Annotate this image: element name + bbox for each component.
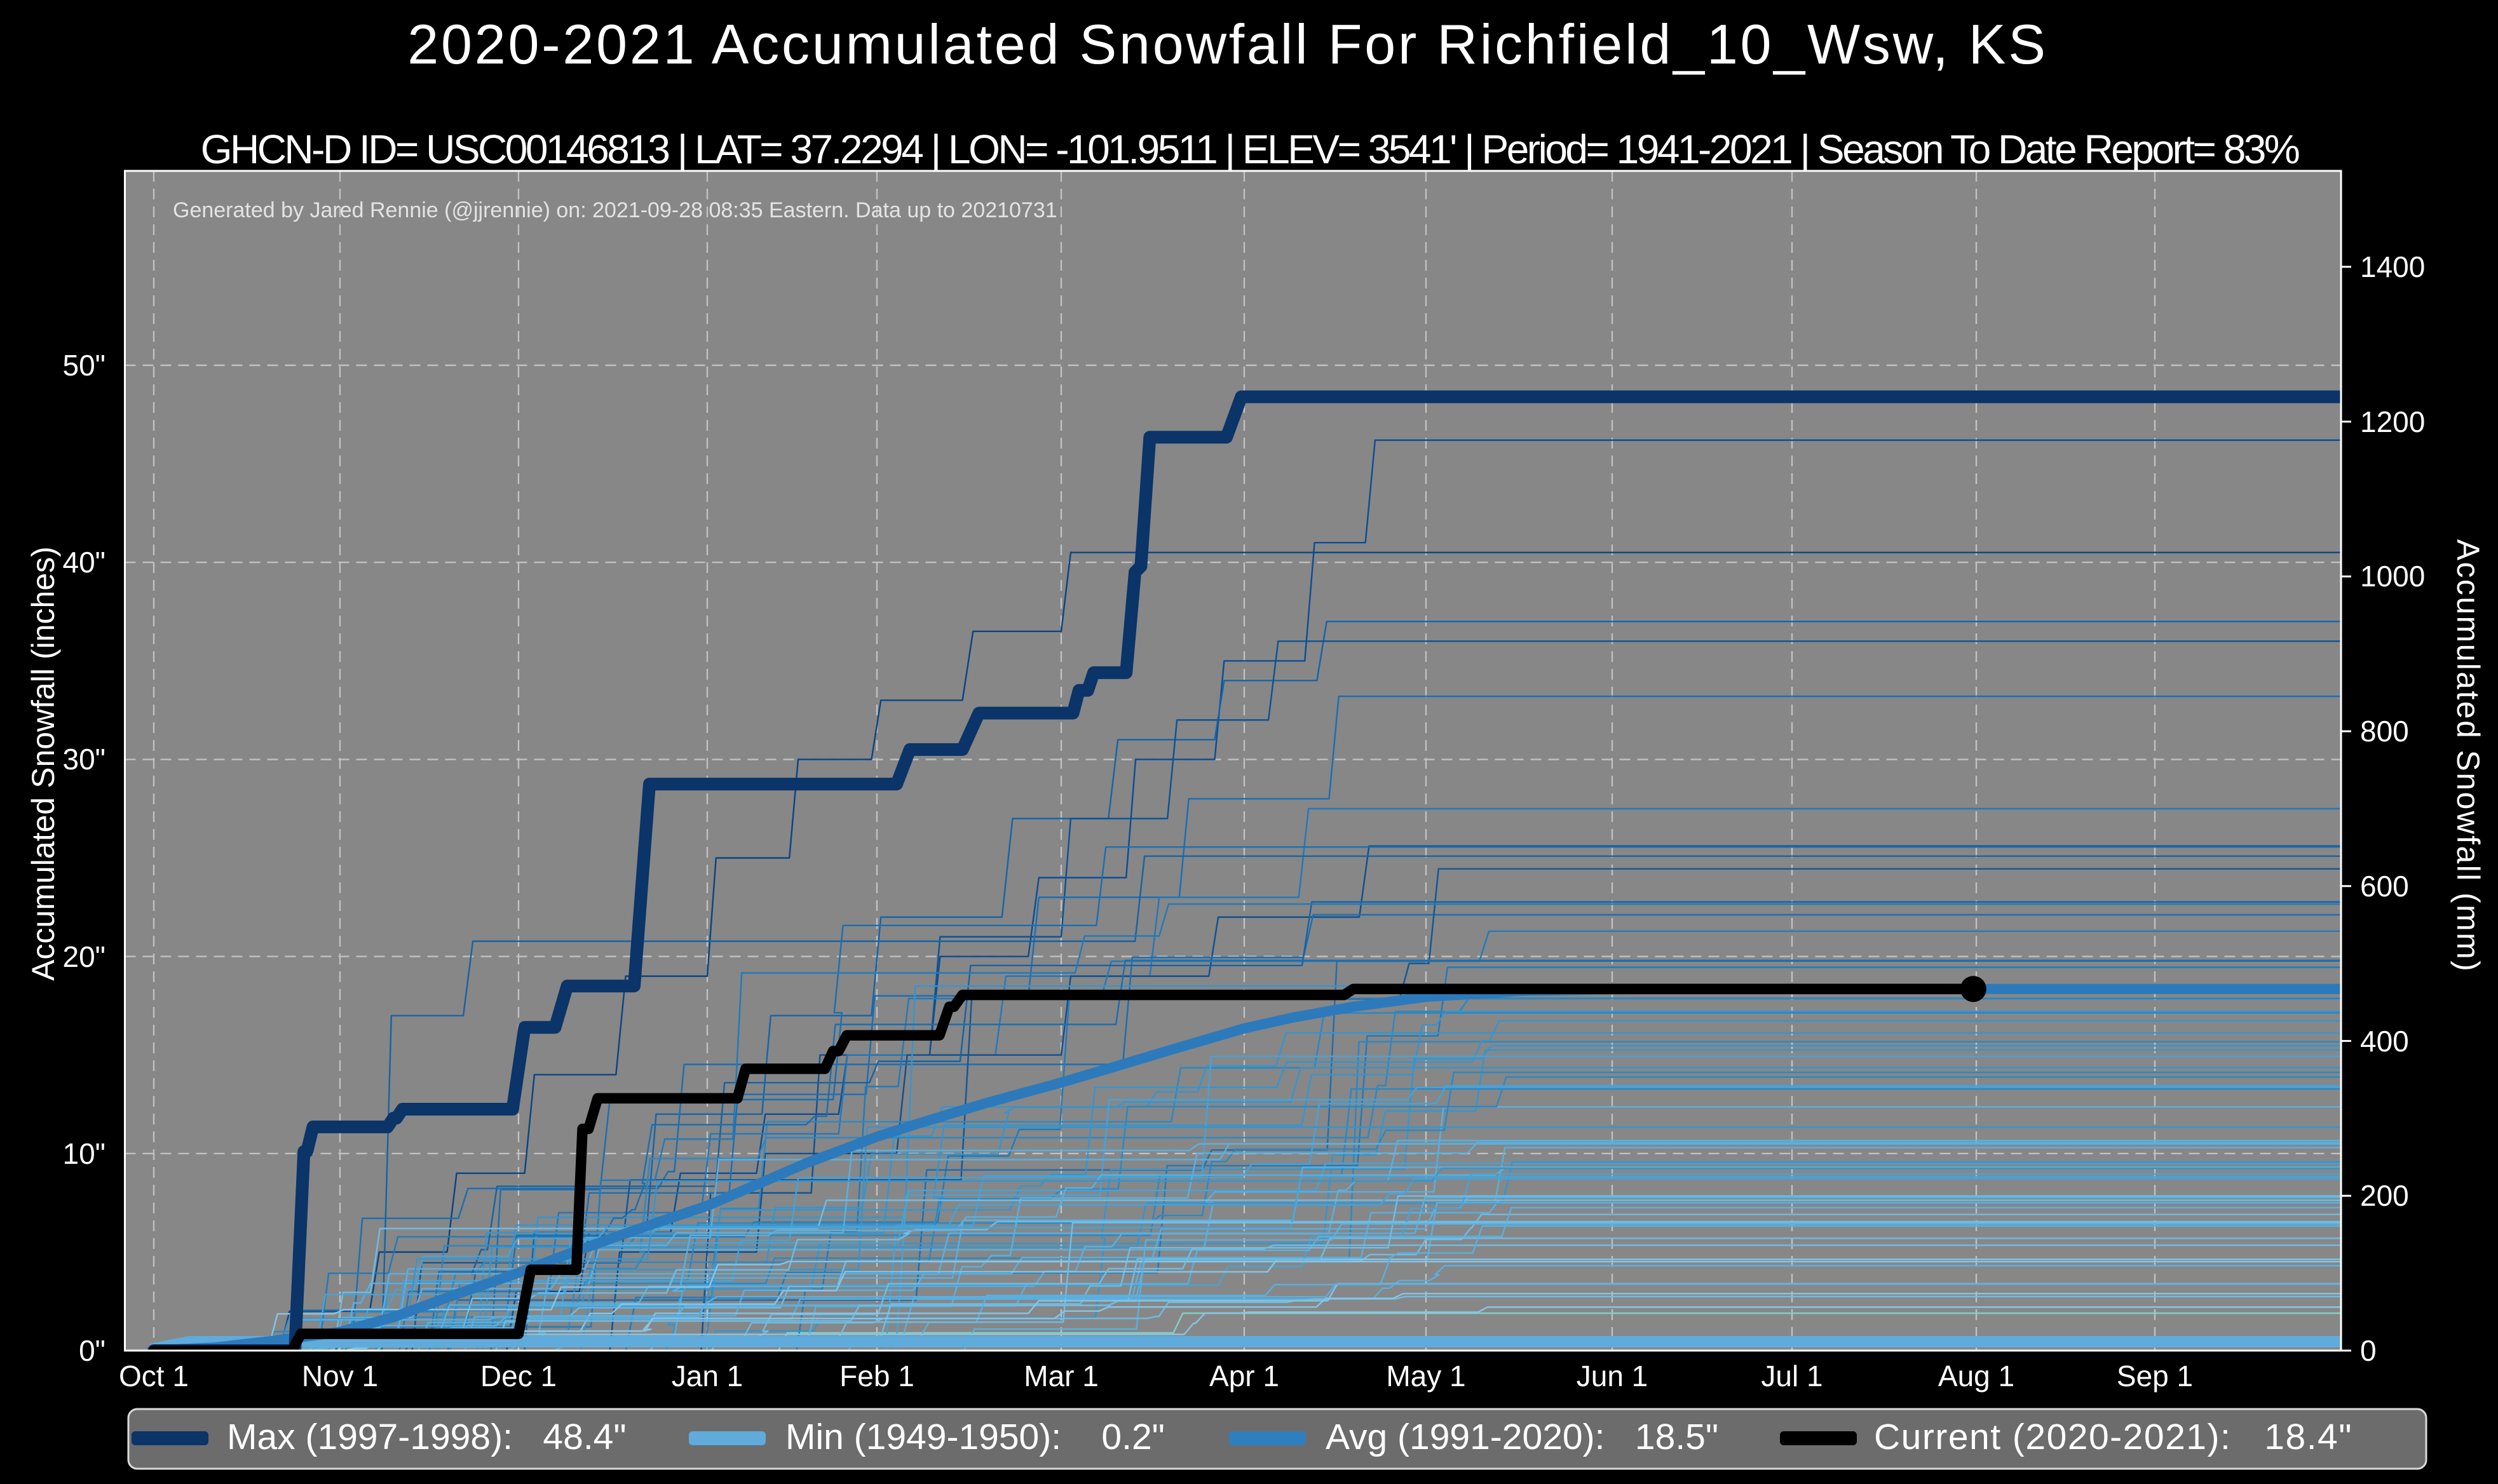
svg-text:May 1: May 1 xyxy=(1386,1359,1465,1393)
svg-text:Jun 1: Jun 1 xyxy=(1577,1359,1648,1393)
svg-text:Oct 1: Oct 1 xyxy=(119,1359,189,1393)
svg-text:1200: 1200 xyxy=(2360,405,2425,438)
svg-text:Jan 1: Jan 1 xyxy=(672,1359,743,1393)
svg-text:Accumulated Snowfall (inches): Accumulated Snowfall (inches) xyxy=(25,546,61,981)
svg-text:Aug 1: Aug 1 xyxy=(1938,1359,2014,1393)
svg-text:30": 30" xyxy=(63,743,106,776)
svg-text:600: 600 xyxy=(2360,870,2409,903)
svg-text:0": 0" xyxy=(79,1334,105,1367)
svg-text:Nov 1: Nov 1 xyxy=(302,1359,378,1393)
svg-text:1400: 1400 xyxy=(2360,250,2425,283)
svg-text:Generated by Jared Rennie (@jj: Generated by Jared Rennie (@jjrennie) on… xyxy=(173,198,1057,222)
svg-text:0: 0 xyxy=(2360,1334,2377,1367)
svg-text:10": 10" xyxy=(63,1137,106,1170)
svg-text:20": 20" xyxy=(63,940,106,973)
svg-text:Mar 1: Mar 1 xyxy=(1024,1359,1099,1393)
svg-text:400: 400 xyxy=(2360,1025,2409,1058)
svg-text:Accumulated Snowfall (mm): Accumulated Snowfall (mm) xyxy=(2450,539,2486,973)
svg-text:2020-2021 Accumulated Snowfall: 2020-2021 Accumulated Snowfall For Richf… xyxy=(407,13,2047,76)
svg-text:Apr 1: Apr 1 xyxy=(1209,1359,1279,1393)
svg-text:Dec 1: Dec 1 xyxy=(480,1359,557,1393)
svg-text:50": 50" xyxy=(63,349,106,382)
svg-text:GHCN-D ID= USC00146813 | LAT=: GHCN-D ID= USC00146813 | LAT= 37.2294 | … xyxy=(201,126,2299,172)
svg-text:Jul 1: Jul 1 xyxy=(1761,1359,1823,1393)
svg-text:Current (2020-2021): 18.4": Current (2020-2021): 18.4" xyxy=(1874,1417,2352,1457)
svg-text:1000: 1000 xyxy=(2360,560,2425,593)
svg-text:Avg (1991-2020): 18.5": Avg (1991-2020): 18.5" xyxy=(1326,1417,1718,1457)
svg-text:Min (1949-1950): 0.2": Min (1949-1950): 0.2" xyxy=(785,1417,1165,1457)
svg-text:800: 800 xyxy=(2360,715,2409,748)
svg-text:40": 40" xyxy=(63,546,106,579)
svg-text:Feb 1: Feb 1 xyxy=(839,1359,914,1393)
svg-text:Sep 1: Sep 1 xyxy=(2117,1359,2193,1393)
svg-text:200: 200 xyxy=(2360,1179,2409,1212)
svg-text:Max (1997-1998): 48.4": Max (1997-1998): 48.4" xyxy=(227,1417,627,1457)
